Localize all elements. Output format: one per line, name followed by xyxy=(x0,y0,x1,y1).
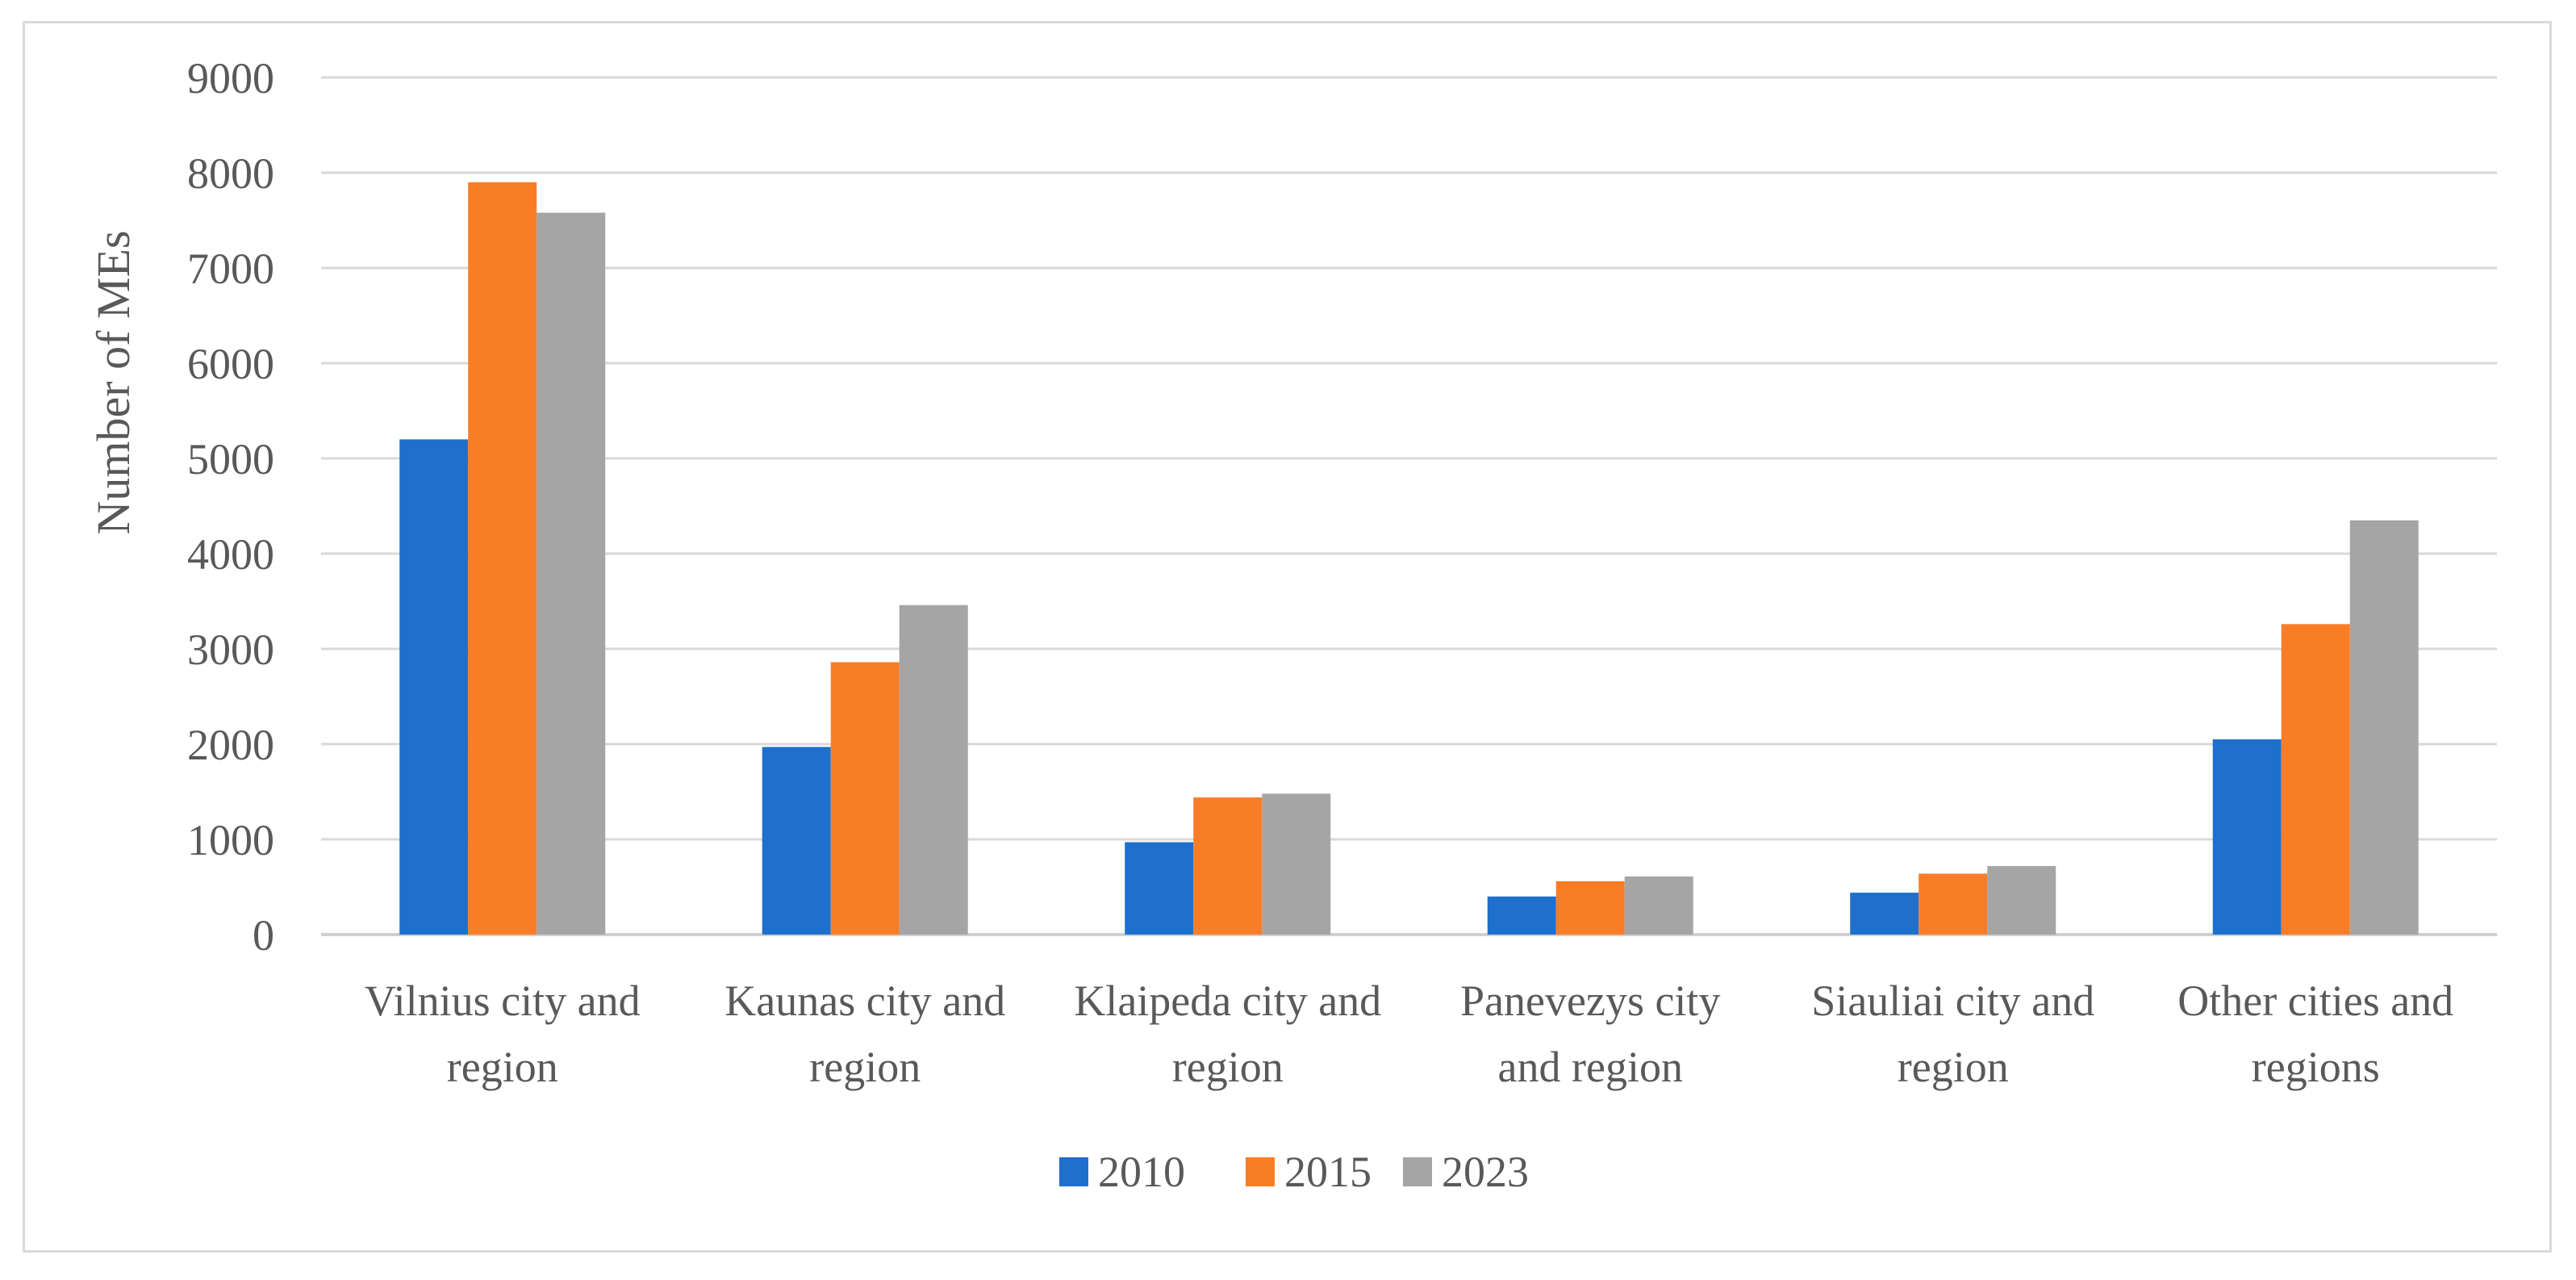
bars xyxy=(399,182,2419,935)
y-tick-label: 5000 xyxy=(187,435,274,483)
x-category-label: Vilnius city and region xyxy=(365,977,641,1091)
y-axis-title: Number of MEs xyxy=(87,231,140,535)
legend-label-2023: 2023 xyxy=(1442,1148,1529,1196)
y-tick-label: 2000 xyxy=(187,721,274,769)
bar-2015-5 xyxy=(2281,624,2350,935)
y-tick-label: 4000 xyxy=(187,530,274,579)
x-category-label: Other cities and regions xyxy=(2177,977,2453,1091)
bar-2010-3 xyxy=(1487,896,1556,935)
bar-2010-0 xyxy=(399,439,469,935)
y-tick-label: 8000 xyxy=(187,149,274,198)
x-axis-categories: Vilnius city and region Kaunas city and reg… xyxy=(365,977,2453,1091)
bar-2010-4 xyxy=(1850,893,1919,935)
legend: 2010 2015 2023 xyxy=(1059,1148,1529,1196)
legend-label-2015: 2015 xyxy=(1284,1148,1372,1196)
y-tick-label: 0 xyxy=(253,911,274,960)
bar-2023-0 xyxy=(536,212,606,935)
bar-2010-2 xyxy=(1125,842,1194,935)
bar-2015-1 xyxy=(830,662,900,935)
bar-2023-5 xyxy=(2349,520,2419,935)
legend-swatch-2010 xyxy=(1059,1157,1088,1186)
y-axis-ticks: 0 1000 2000 3000 4000 5000 6000 7000 8000 9000 xyxy=(187,54,274,960)
y-tick-label: 1000 xyxy=(187,816,274,864)
x-category-label: Kaunas city and region xyxy=(724,977,1005,1091)
bar-2015-4 xyxy=(1918,873,1988,935)
y-tick-label: 3000 xyxy=(187,625,274,674)
bar-2015-2 xyxy=(1193,797,1263,935)
bar-2023-3 xyxy=(1624,876,1693,935)
bar-2010-5 xyxy=(2212,739,2282,935)
legend-label-2010: 2010 xyxy=(1098,1148,1185,1196)
x-category-label: Klaipeda city and region xyxy=(1074,977,1381,1091)
bar-2015-0 xyxy=(468,182,537,935)
bar-2010-1 xyxy=(762,747,831,935)
y-tick-label: 6000 xyxy=(187,340,274,388)
legend-swatch-2015 xyxy=(1246,1157,1275,1186)
bar-2023-4 xyxy=(1987,866,2056,935)
bar-2015-3 xyxy=(1555,881,1625,935)
y-tick-label: 7000 xyxy=(187,245,274,293)
bar-2023-2 xyxy=(1262,793,1331,935)
bar-2023-1 xyxy=(899,604,968,935)
x-category-label: Siauliai city and region xyxy=(1811,977,2094,1091)
y-tick-label: 9000 xyxy=(187,54,274,102)
x-category-label: Panevezys city and region xyxy=(1460,977,1720,1091)
gridlines xyxy=(321,76,2497,936)
legend-swatch-2023 xyxy=(1403,1157,1432,1186)
